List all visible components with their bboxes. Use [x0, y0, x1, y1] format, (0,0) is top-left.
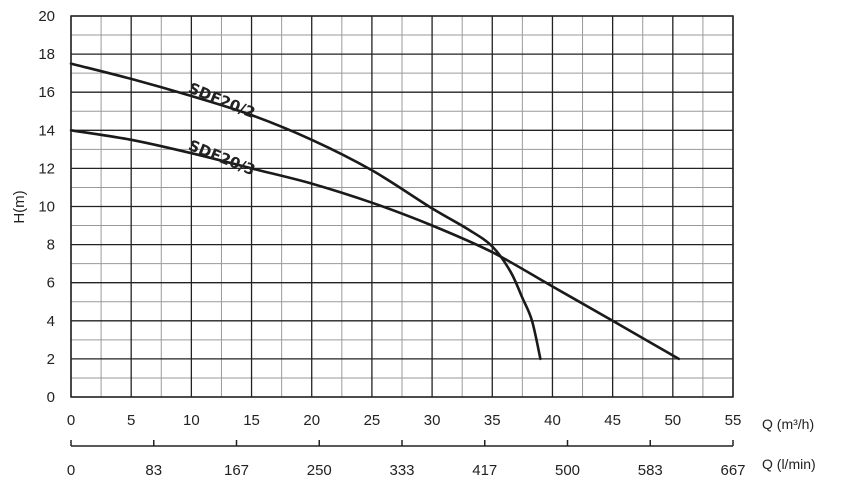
- axes-layer: [70, 15, 734, 447]
- x2-tick-label: 583: [638, 462, 663, 479]
- y-tick-label: 20: [38, 8, 55, 25]
- y-tick-label: 16: [38, 84, 55, 101]
- x2-tick-label: 667: [720, 462, 745, 479]
- x-tick-label: 30: [424, 412, 441, 429]
- x2-tick-label: 167: [224, 462, 249, 479]
- x-tick-label: 45: [604, 412, 621, 429]
- series-layer: [69, 62, 681, 361]
- x-tick-label: 5: [127, 412, 135, 429]
- x-axis-unit-label: Q (m³/h): [762, 416, 814, 432]
- labels-layer: 0 5 10 15 20 25 30 35 40 45 50 55 0 2 4 6 8 10 12 14 16 18 20 0…: [38, 8, 745, 479]
- y-tick-label: 2: [47, 351, 55, 368]
- x-tick-label: 55: [725, 412, 742, 429]
- x2-tick-label: 500: [555, 462, 580, 479]
- y-tick-label: 10: [38, 199, 55, 216]
- x2-tick-label: 83: [145, 462, 162, 479]
- x2-tick-label: 250: [307, 462, 332, 479]
- y-tick-label: 14: [38, 122, 55, 139]
- y-tick-label: 0: [47, 389, 55, 406]
- y-tick-label: 8: [47, 237, 55, 254]
- y-tick-label: 6: [47, 275, 55, 292]
- y-tick-label: 4: [47, 313, 55, 330]
- x-tick-label: 50: [664, 412, 681, 429]
- x-tick-label: 40: [544, 412, 561, 429]
- plot-frame: [70, 15, 734, 398]
- series-line-sdf20-2: [69, 62, 542, 361]
- x2-tick-label: 333: [389, 462, 414, 479]
- series-line-sdf20-3: [69, 129, 681, 361]
- y-axis-label: H(m): [11, 190, 28, 223]
- y-tick-label: 18: [38, 46, 55, 63]
- y-tick-label: 12: [38, 160, 55, 177]
- x2-axis-unit-label: Q (l/min): [762, 456, 816, 472]
- x-tick-label: 20: [303, 412, 320, 429]
- x-tick-label: 25: [364, 412, 381, 429]
- x2-tick-label: 0: [67, 462, 75, 479]
- x-tick-label: 0: [67, 412, 75, 429]
- x2-tick-label: 417: [472, 462, 497, 479]
- x-tick-label: 35: [484, 412, 501, 429]
- x-tick-label: 10: [183, 412, 200, 429]
- x-tick-label: 15: [243, 412, 260, 429]
